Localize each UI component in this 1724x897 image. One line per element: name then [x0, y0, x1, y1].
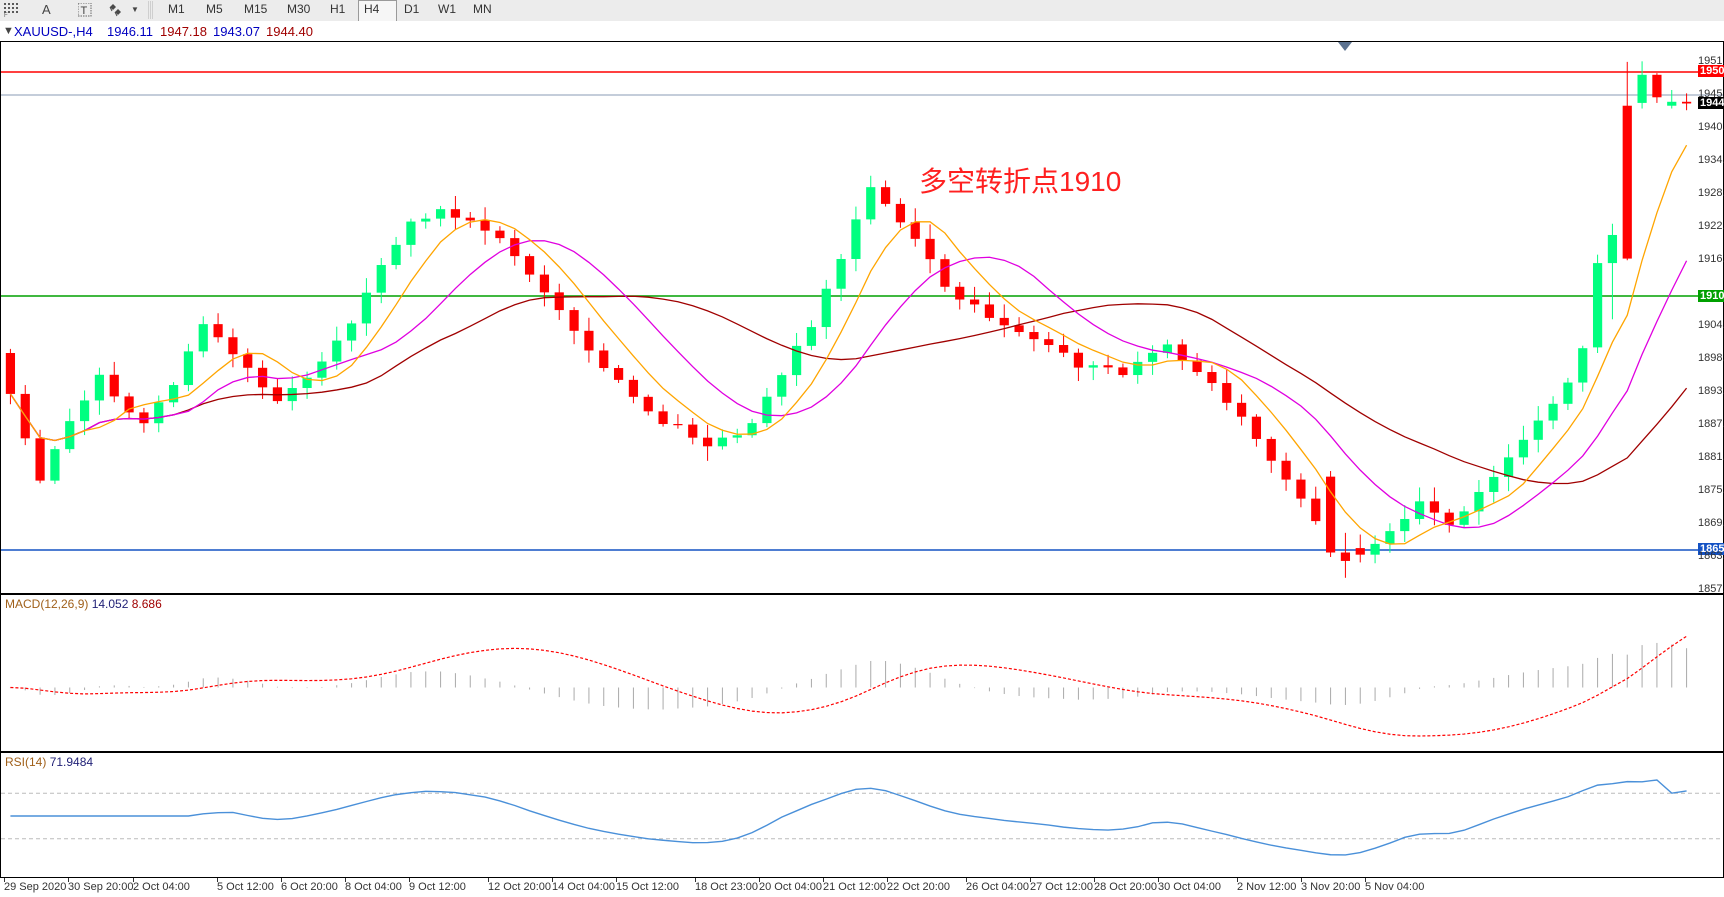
svg-text:T: T	[81, 5, 88, 17]
